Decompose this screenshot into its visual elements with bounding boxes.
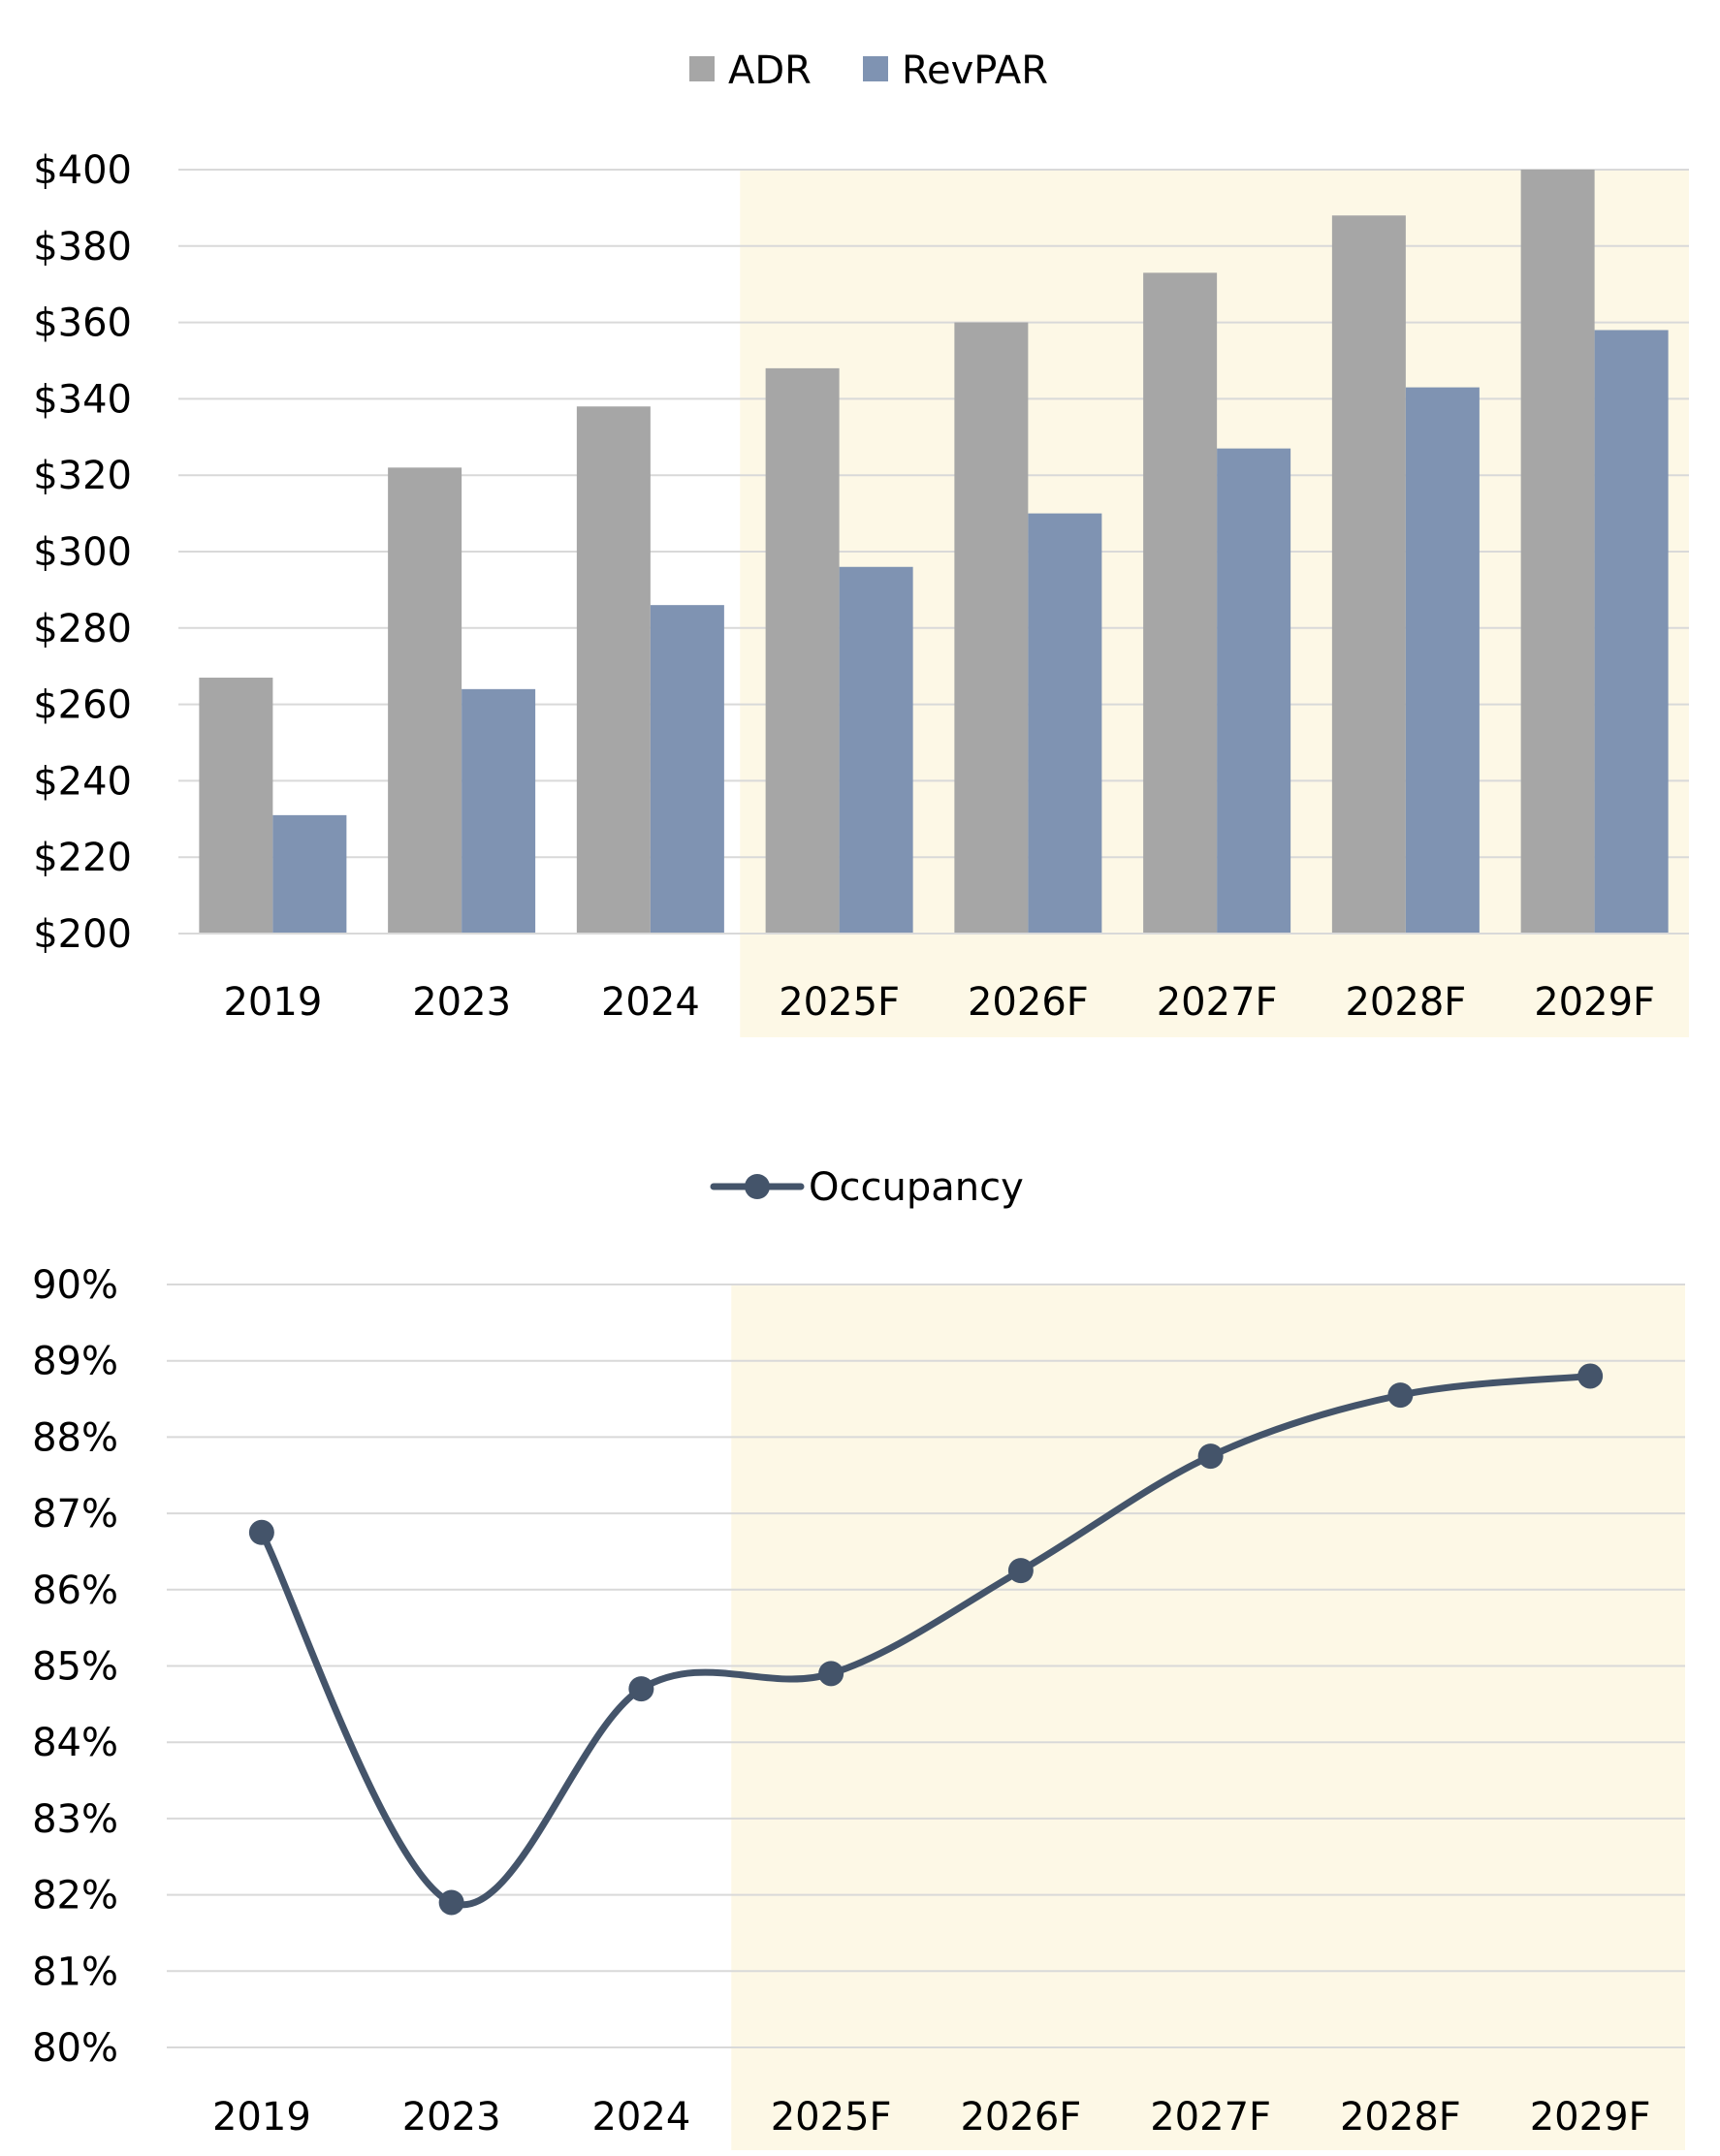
x-tick-label: 2029F <box>1534 980 1655 1025</box>
occupancy-line-chart: 80% 81% 82% 83% 84% 85% 86% 87% 88% 89% 90% 2019 202… <box>32 1165 1685 2150</box>
occupancy-point <box>628 1676 654 1702</box>
y-tick-label: $320 <box>33 454 132 498</box>
x-tick-label: 2024 <box>591 2095 690 2140</box>
bar-adr <box>1331 215 1406 934</box>
y-tick-label: $400 <box>33 148 132 193</box>
y-tick-label: $360 <box>33 301 132 346</box>
forecast-highlight <box>731 1284 1685 2150</box>
y-tick-label: $220 <box>33 836 132 880</box>
y-tick-label: $240 <box>33 759 132 804</box>
occupancy-point <box>1577 1363 1604 1389</box>
y-tick-label: 82% <box>32 1874 118 1918</box>
bar-revpar <box>1028 513 1102 934</box>
bar-adr <box>1520 170 1595 934</box>
bar-adr <box>954 322 1029 935</box>
x-tick-label: 2024 <box>601 980 700 1025</box>
y-tick-label: 88% <box>32 1415 118 1460</box>
y-tick-label: $300 <box>33 530 132 575</box>
y-tick-label: 90% <box>32 1263 118 1308</box>
legend-marker-occupancy <box>745 1174 770 1199</box>
bar-adr <box>1143 272 1218 934</box>
occupancy-point <box>1197 1443 1224 1470</box>
bar-revpar <box>1217 448 1291 934</box>
x-tick-label: 2023 <box>412 980 511 1025</box>
x-tick-label: 2027F <box>1150 2095 1271 2140</box>
bar-revpar <box>462 688 536 934</box>
occupancy-point <box>1387 1382 1414 1409</box>
bar-adr <box>576 406 651 934</box>
y-tick-label: $340 <box>33 377 132 422</box>
y-tick-label: $280 <box>33 607 132 651</box>
y-tick-label: 83% <box>32 1797 118 1842</box>
y-tick-label: 80% <box>32 2026 118 2071</box>
x-tick-label: 2026F <box>968 980 1089 1025</box>
bar-adr <box>388 467 462 934</box>
bar-adr <box>199 678 273 934</box>
y-tick-label: 87% <box>32 1492 118 1537</box>
bar-revpar <box>650 605 724 934</box>
y-tick-label: $260 <box>33 683 132 728</box>
occupancy-point <box>438 1889 464 1916</box>
y-tick-label: 89% <box>32 1340 118 1384</box>
legend: ADR RevPAR <box>689 48 1048 93</box>
y-tick-label: $380 <box>33 225 132 270</box>
legend-label-adr: ADR <box>728 48 812 93</box>
y-tick-label: 84% <box>32 1721 118 1765</box>
y-tick-label: $200 <box>33 912 132 957</box>
x-tick-label: 2028F <box>1345 980 1466 1025</box>
occupancy-point <box>1007 1558 1034 1584</box>
bar-revpar <box>1594 330 1669 935</box>
bar-revpar <box>839 566 913 934</box>
bar-revpar <box>272 814 347 934</box>
legend-label-revpar: RevPAR <box>902 48 1048 93</box>
x-tick-label: 2019 <box>212 2095 311 2140</box>
y-tick-label: 86% <box>32 1569 118 1613</box>
bar-revpar <box>1405 387 1480 935</box>
y-tick-label: 81% <box>32 1950 118 1994</box>
x-tick-label: 2019 <box>223 980 322 1025</box>
x-tick-label: 2025F <box>779 980 900 1025</box>
x-tick-label: 2025F <box>771 2095 892 2140</box>
occupancy-point <box>818 1661 844 1687</box>
legend-swatch-revpar <box>863 56 888 81</box>
legend-swatch-adr <box>689 56 715 81</box>
bar-adr <box>765 367 840 934</box>
legend: Occupancy <box>710 1165 1024 1210</box>
x-tick-label: 2026F <box>960 2095 1081 2140</box>
adr-revpar-bar-chart: $200 $220 $240 $260 $280 $300 $320 $340 $360 $380… <box>33 48 1689 1037</box>
x-tick-label: 2027F <box>1157 980 1278 1025</box>
legend-label-occupancy: Occupancy <box>809 1165 1024 1210</box>
x-tick-label: 2023 <box>402 2095 501 2140</box>
occupancy-point <box>248 1519 274 1545</box>
y-tick-label: 85% <box>32 1645 118 1690</box>
x-tick-label: 2028F <box>1340 2095 1461 2140</box>
x-tick-label: 2029F <box>1530 2095 1651 2140</box>
